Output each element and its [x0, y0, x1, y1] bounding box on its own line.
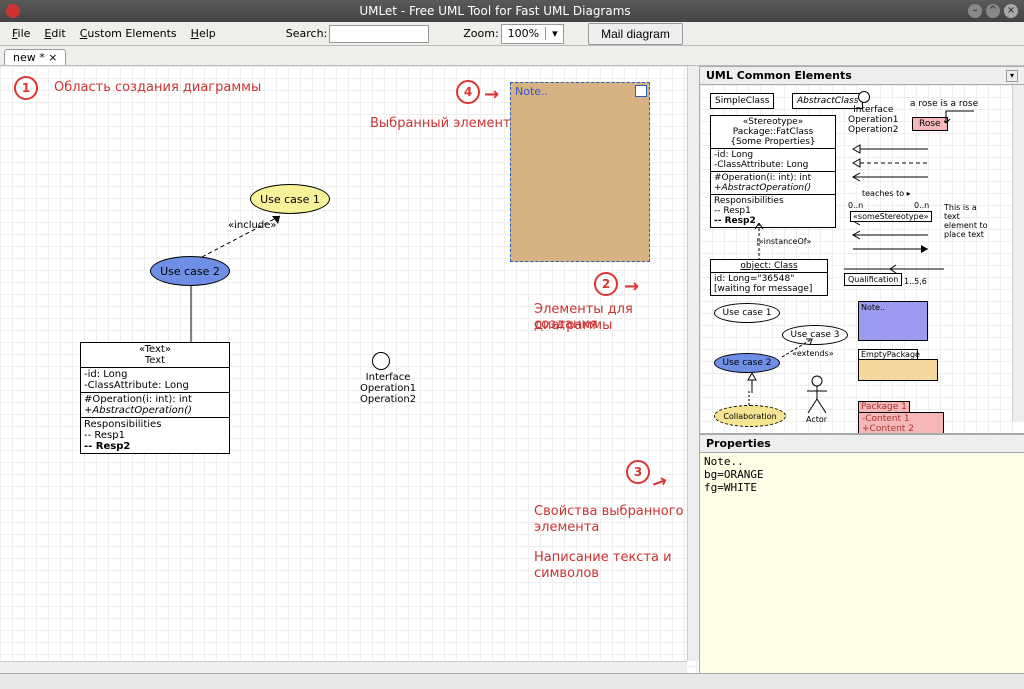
usecase-1[interactable]: Use case 1 [250, 184, 330, 214]
annotation-1-text: Область создания диаграммы [54, 80, 261, 95]
usecase-2[interactable]: Use case 2 [150, 256, 230, 286]
properties-panel: Properties Note.. bg=ORANGE fg=WHITE [700, 433, 1024, 673]
tab-new[interactable]: new * × [4, 49, 66, 65]
pal-qual-n: 1..5,6 [904, 277, 927, 286]
interface-labels: Interface Operation1 Operation2 [360, 372, 416, 405]
pal-actor-conn [746, 373, 758, 393]
pal-extends-arrow [778, 337, 818, 361]
text-class-resp: Responsibilities -- Resp1 -- Resp2 [81, 417, 229, 453]
tabbar: new * × [0, 46, 1024, 66]
pal-rose-arrow [944, 109, 984, 129]
note-corner-icon [635, 85, 647, 97]
pal-teaches: teaches to ▸ [862, 189, 911, 198]
statusbar [0, 673, 1024, 689]
pal-stereotype-class[interactable]: «Stereotype» Package::FatClass {Some Pro… [710, 115, 836, 228]
pal-actor-label: Actor [806, 415, 827, 424]
menu-file[interactable]: File [6, 25, 36, 42]
pal-collab-conn [744, 391, 754, 407]
annotation-1-badge: 1 [14, 76, 38, 100]
zoom-value: 100% [502, 27, 545, 40]
pal-somest[interactable]: «someStereotype» [850, 211, 932, 222]
note-element-selected[interactable]: Note.. [510, 82, 650, 262]
text-class-hdr: «Text» Text [81, 343, 229, 367]
annotation-3-text-l2: элемента [534, 520, 599, 535]
pal-qual-line [844, 263, 944, 277]
pal-package1[interactable]: Package 1 -Content 1+Content 2 [858, 401, 944, 433]
titlebar: UMLet - Free UML Tool for Fast UML Diagr… [0, 0, 1024, 22]
properties-title-bar: Properties [700, 434, 1024, 453]
annotation-3-badge: 3 [626, 460, 650, 484]
pal-rose[interactable]: Rose [912, 117, 948, 131]
search-label: Search: [286, 27, 328, 40]
note-text: Note.. [515, 85, 548, 98]
pal-instanceof: ¦«instanceOf» [756, 237, 811, 246]
interface-circle[interactable] [372, 352, 390, 370]
pal-simpleclass[interactable]: SimpleClass [710, 93, 774, 109]
zoom-label: Zoom: [463, 27, 498, 40]
pal-note[interactable]: Note.. [858, 301, 928, 341]
palette-scroll-v[interactable] [1012, 85, 1024, 421]
pal-rose-label: a rose is a rose [910, 99, 978, 109]
menu-help[interactable]: Help [185, 25, 222, 42]
search-input[interactable] [329, 25, 429, 43]
annotation-3-arrow: → [649, 470, 670, 495]
annotation-4-badge: 4 [456, 80, 480, 104]
palette[interactable]: SimpleClass AbstractClass InterfaceOpera… [700, 85, 1024, 433]
annotation-3-text-l1: Свойства выбранного [534, 504, 684, 519]
palette-dropdown-icon[interactable]: ▾ [1006, 70, 1018, 82]
pal-thisis: This is a text element to place text [944, 203, 988, 239]
text-class-box[interactable]: «Text» Text -id: Long -ClassAttribute: L… [80, 342, 230, 454]
menu-edit[interactable]: Edit [38, 25, 71, 42]
menubar: File Edit Custom Elements Help Search: Z… [0, 22, 1024, 46]
annotation-2-badge: 2 [594, 272, 618, 296]
right-panels: UML Common Elements ▾ SimpleClass Abstra… [700, 66, 1024, 673]
mail-diagram-button[interactable]: Mail diagram [588, 23, 683, 45]
palette-title-bar: UML Common Elements ▾ [700, 66, 1024, 85]
canvas[interactable]: 1 Область создания диаграммы 4 Выбранный… [0, 66, 700, 673]
text-class-ops: #Operation(i: int): int +AbstractOperati… [81, 392, 229, 417]
maximize-icon[interactable]: ^ [986, 4, 1000, 18]
palette-title: UML Common Elements [706, 69, 852, 82]
pal-emptypkg[interactable]: EmptyPackage [858, 349, 938, 381]
include-arrow [190, 212, 290, 262]
pal-usecase1[interactable]: Use case 1 [714, 303, 780, 323]
pal-actor-icon[interactable] [804, 375, 830, 415]
pal-object[interactable]: object: Class id: Long="36548"[waiting f… [710, 259, 828, 296]
canvas-scroll-h[interactable] [0, 661, 687, 673]
annotation-3-text-l3: Написание текста и [534, 550, 672, 565]
annotation-3-text-l4: символов [534, 566, 599, 581]
pal-interface-circle[interactable] [858, 91, 870, 103]
pal-usecase2[interactable]: Use case 2 [714, 353, 780, 373]
pal-range1: 0..n [848, 201, 863, 210]
menu-custom[interactable]: Custom Elements [74, 25, 183, 42]
annotation-4-arrow: → [484, 84, 499, 105]
chevron-down-icon[interactable]: ▾ [545, 27, 563, 40]
properties-title: Properties [706, 437, 771, 450]
pal-range2: 0..n [914, 201, 929, 210]
window-title: UMLet - Free UML Tool for Fast UML Diagr… [26, 4, 964, 18]
zoom-select[interactable]: 100% ▾ [501, 24, 564, 44]
properties-text[interactable]: Note.. bg=ORANGE fg=WHITE [700, 453, 1024, 673]
pal-interface-lbls: InterfaceOperation1Operation2 [848, 105, 899, 135]
annotation-2-text-l2: диаграммы [534, 318, 612, 333]
app-icon [6, 4, 20, 18]
annotation-2-arrow: → [624, 276, 639, 297]
workspace: 1 Область создания диаграммы 4 Выбранный… [0, 66, 1024, 673]
canvas-scroll-v[interactable] [687, 66, 699, 661]
text-class-attrs: -id: Long -ClassAttribute: Long [81, 367, 229, 392]
usecase2-connector [186, 286, 196, 342]
pal-collaboration[interactable]: Collaboration [714, 405, 786, 427]
minimize-icon[interactable]: – [968, 4, 982, 18]
pal-arrows[interactable] [848, 143, 938, 253]
close-icon[interactable]: × [1004, 4, 1018, 18]
pal-instanceof-arrow [754, 223, 764, 259]
annotation-4-text: Выбранный элемент [370, 116, 511, 131]
